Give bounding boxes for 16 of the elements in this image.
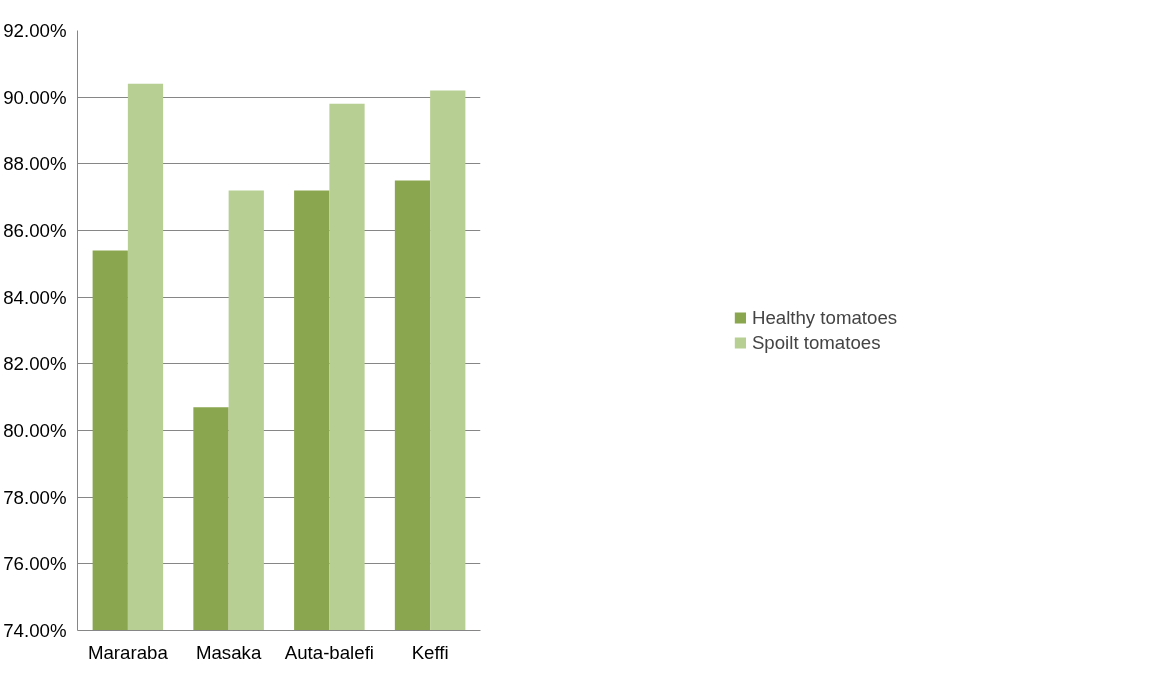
x-tick-label: Masaka [195, 641, 262, 663]
legend-label: Healthy tomatoes [751, 306, 898, 329]
x-tick-label: Mararaba [87, 641, 169, 663]
y-tick-label: 82.00% [3, 353, 67, 375]
y-tick-label: 90.00% [3, 86, 67, 108]
y-tick-label: 76.00% [3, 553, 67, 575]
x-tick-label: Auta-balefi [284, 641, 374, 663]
y-tick-label: 88.00% [3, 153, 67, 175]
y-tick-label: 86.00% [3, 220, 67, 241]
y-tick-label: 92.00% [3, 20, 67, 41]
legend-label: Spoilt tomatoes [751, 331, 881, 354]
y-tick-label: 84.00% [3, 286, 67, 308]
y-tick-label: 74.00% [3, 620, 67, 641]
x-tick-label: Keffi [411, 641, 449, 663]
y-tick-label: 80.00% [3, 420, 67, 441]
y-tick-label: 78.00% [3, 486, 67, 508]
